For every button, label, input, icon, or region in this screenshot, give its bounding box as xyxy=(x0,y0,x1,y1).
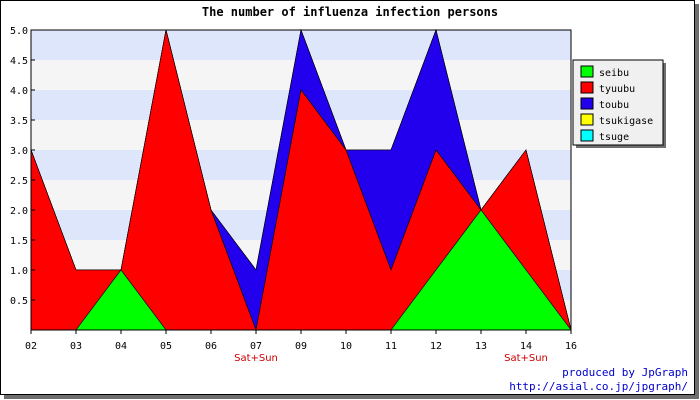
x-tick-label: 13 xyxy=(475,341,487,352)
x-tick-label: 14 xyxy=(520,341,532,352)
x-sublabel: Sat+Sun xyxy=(504,353,548,364)
y-tick-label: 4.5 xyxy=(10,56,28,67)
credit-text: produced by JpGraph xyxy=(562,366,688,379)
x-tick-label: 07 xyxy=(250,341,262,352)
x-tick-label: 10 xyxy=(340,341,352,352)
x-tick-label: 05 xyxy=(160,341,172,352)
legend-label-tsukigase: tsukigase xyxy=(599,116,653,127)
x-tick-label: 16 xyxy=(565,341,577,352)
legend-swatch-seibu xyxy=(580,65,594,78)
y-tick-label: 2.0 xyxy=(10,206,28,217)
x-sublabel: Sat+Sun xyxy=(234,353,278,364)
legend-label-tyuubu: tyuubu xyxy=(599,84,635,95)
x-tick-label: 04 xyxy=(115,341,127,352)
legend-label-toubu: toubu xyxy=(599,100,629,111)
y-tick-label: 3.0 xyxy=(10,146,28,157)
legend-swatch-tsukigase xyxy=(580,113,594,126)
y-tick-label: 1.0 xyxy=(10,266,28,277)
legend-swatch-tsuge xyxy=(580,129,594,142)
y-tick-label: 1.5 xyxy=(10,236,28,247)
x-tick-label: 03 xyxy=(70,341,82,352)
legend-swatch-tyuubu xyxy=(580,81,594,94)
x-tick-label: 02 xyxy=(25,341,37,352)
y-tick-label: 2.5 xyxy=(10,176,28,187)
legend-swatch-toubu xyxy=(580,97,594,110)
chart-title: The number of influenza infection person… xyxy=(202,5,498,19)
legend-label-seibu: seibu xyxy=(599,68,629,79)
x-tick-label: 09 xyxy=(295,341,307,352)
y-tick-label: 3.5 xyxy=(10,116,28,127)
x-tick-label: 12 xyxy=(430,341,442,352)
legend-label-tsuge: tsuge xyxy=(599,132,629,143)
y-tick-label: 4.0 xyxy=(10,86,28,97)
x-tick-label: 06 xyxy=(205,341,217,352)
x-tick-label: 11 xyxy=(385,341,397,352)
y-tick-label: 5.0 xyxy=(10,26,28,37)
y-tick-label: 0.5 xyxy=(10,296,28,307)
url-link[interactable]: http://asial.co.jp/jpgraph/ xyxy=(509,380,688,393)
